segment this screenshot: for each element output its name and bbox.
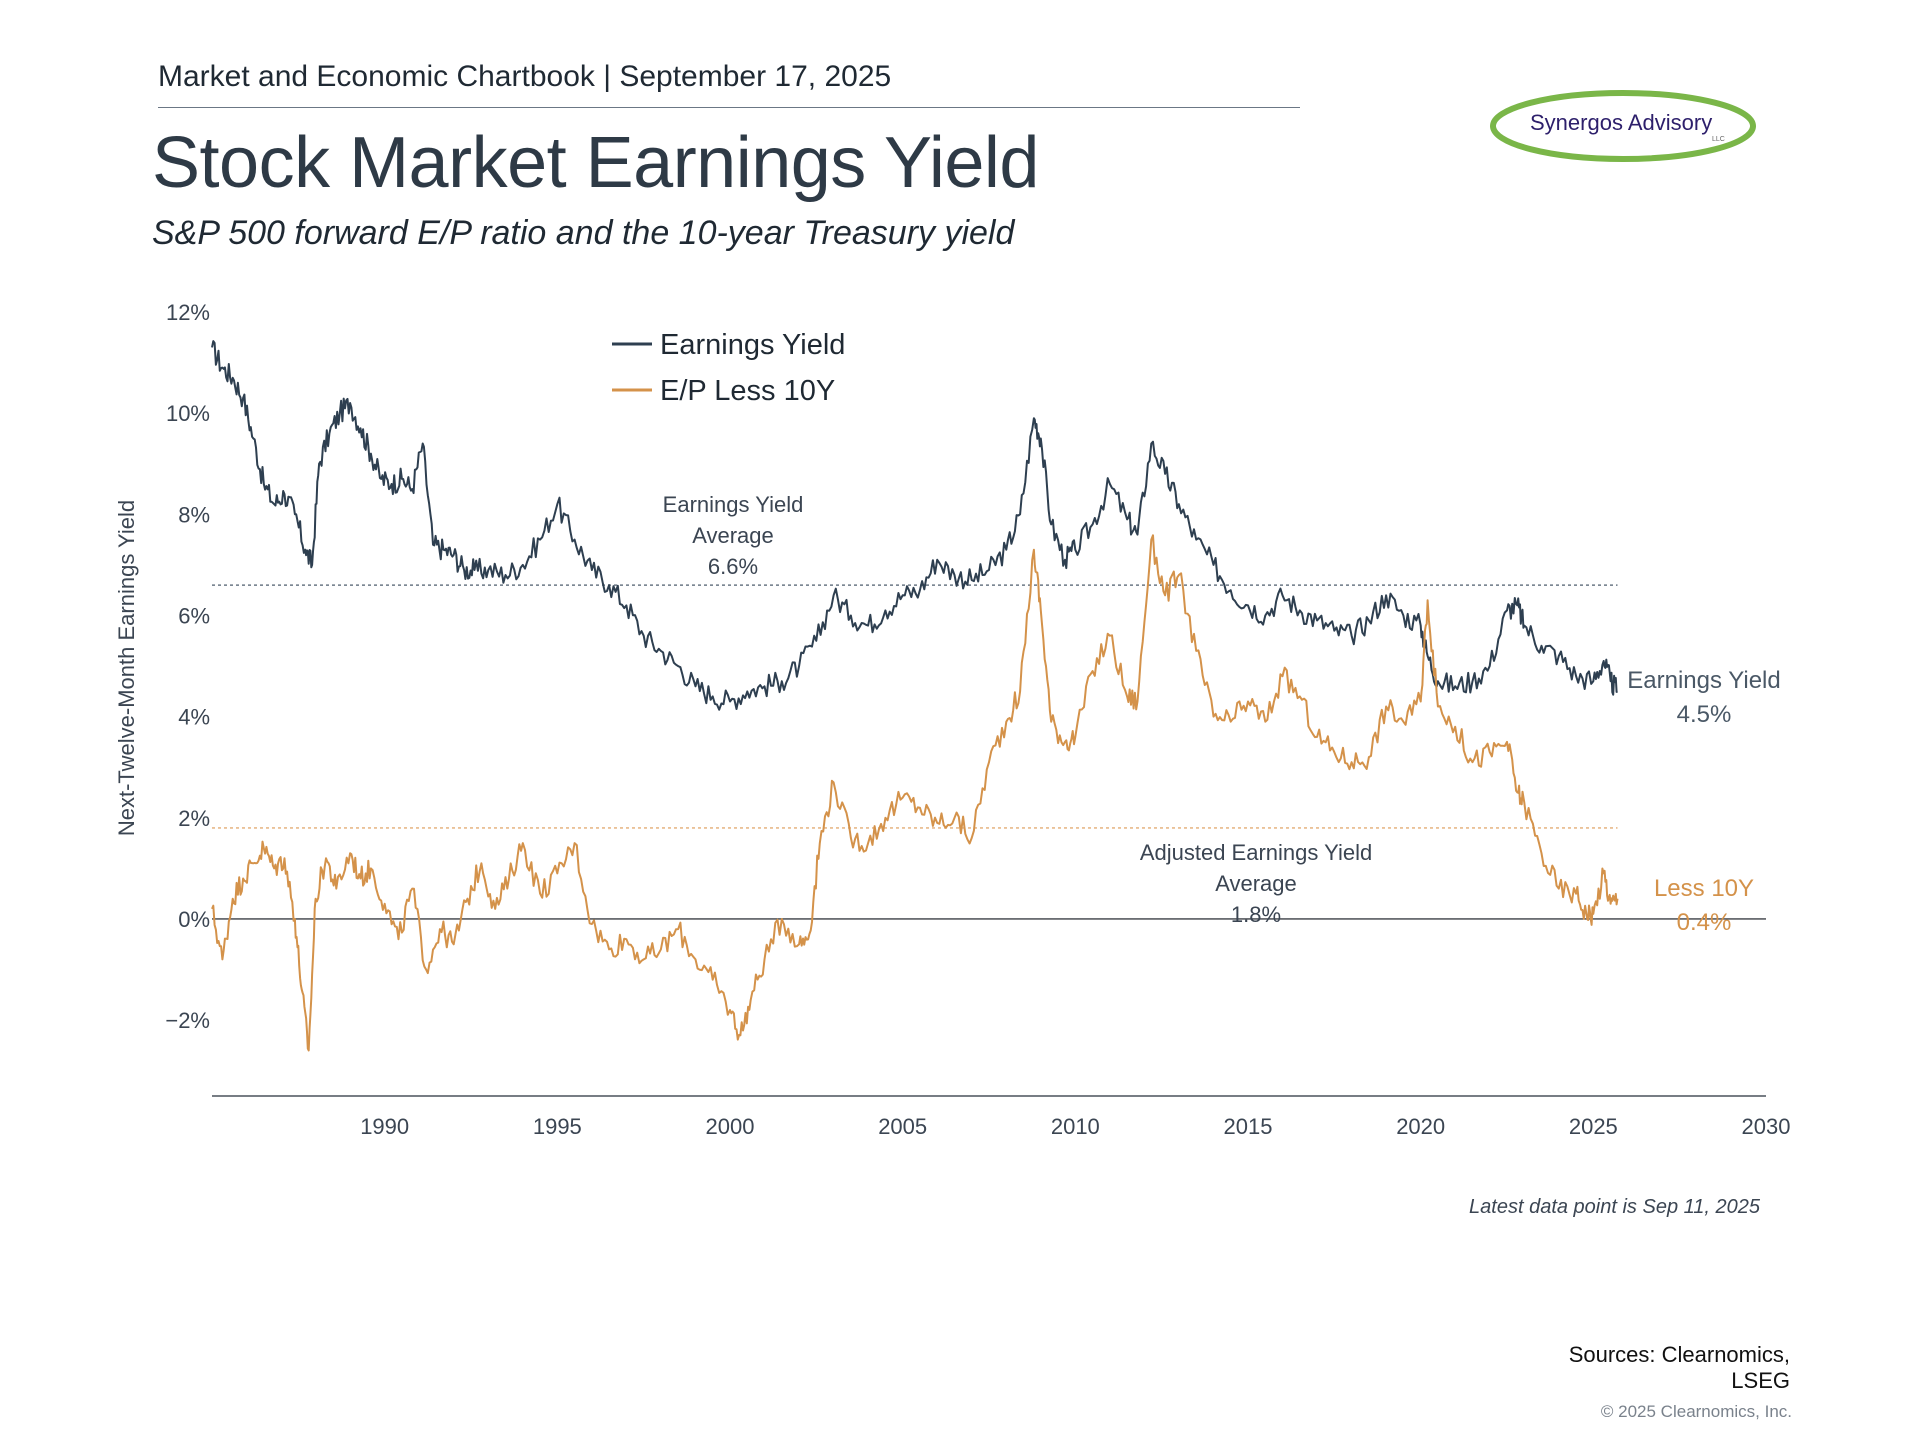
series-line-e-p-less-10y xyxy=(211,534,1619,1052)
sources-line-1: Sources: Clearnomics, xyxy=(1568,1342,1790,1367)
x-tick-label-1: 1995 xyxy=(533,1114,582,1139)
y-tick-label-6: 0% xyxy=(178,907,210,932)
y-tick-label-4: 4% xyxy=(178,705,210,730)
ey-average-label: Earnings Yield xyxy=(663,492,804,517)
x-tick-label-5: 2015 xyxy=(1224,1114,1273,1139)
synergos-logo-ring-icon xyxy=(1490,90,1756,162)
series-layer xyxy=(211,340,1619,1052)
copyright-text: © 2025 Clearnomics, Inc. xyxy=(1600,1402,1792,1421)
x-tick-label-2: 2000 xyxy=(706,1114,755,1139)
ey-end-label: Earnings Yield xyxy=(1627,667,1780,694)
less-end-value: 0.4% xyxy=(1677,909,1732,936)
y-tick-label-0: 12% xyxy=(166,300,210,325)
ey-end-value: 4.5% xyxy=(1677,701,1732,728)
sources-text: Sources: Clearnomics, LSEG xyxy=(1500,1342,1790,1394)
y-tick-label-5: 2% xyxy=(178,806,210,831)
y-tick-label-7: −2% xyxy=(165,1008,210,1033)
ey-average-value: 6.6% xyxy=(708,554,758,579)
x-tick-label-7: 2025 xyxy=(1569,1114,1618,1139)
x-tick-label-6: 2020 xyxy=(1396,1114,1445,1139)
y-tick-label-2: 8% xyxy=(178,502,210,527)
x-tick-label-0: 1990 xyxy=(360,1114,409,1139)
header-divider xyxy=(158,107,1300,108)
y-axis-label: Next-Twelve-Month Earnings Yield xyxy=(114,500,139,836)
chart-annotations: Earnings Yield Average 6.6% Adjusted Earnin… xyxy=(663,492,1781,936)
ey-average-sublabel: Average xyxy=(692,523,774,548)
sources-line-2: LSEG xyxy=(1731,1368,1790,1393)
logo-suffix: LLC xyxy=(1712,136,1725,143)
reference-lines xyxy=(212,584,1766,920)
page-title: Stock Market Earnings Yield xyxy=(152,123,1039,203)
x-tick-label-4: 2010 xyxy=(1051,1114,1100,1139)
axes-layer: 1990 1995 2000 2005 2010 2015 2020 2025 2030 12% 1… xyxy=(114,300,1790,1139)
y-tick-label-3: 6% xyxy=(178,603,210,628)
page-subtitle: S&P 500 forward E/P ratio and the 10-yea… xyxy=(152,214,1015,252)
series-line-earnings-yield xyxy=(211,340,1618,711)
x-tick-label-3: 2005 xyxy=(878,1114,927,1139)
less-end-label: Less 10Y xyxy=(1654,875,1754,902)
chart-legend: Earnings Yield E/P Less 10Y xyxy=(612,329,845,407)
legend-label-0: Earnings Yield xyxy=(660,329,845,361)
latest-data-note: Latest data point is Sep 11, 2025 xyxy=(1469,1196,1760,1218)
adj-average-value: 1.8% xyxy=(1231,902,1281,927)
y-tick-label-1: 10% xyxy=(166,401,210,426)
logo-name: Synergos Advisory xyxy=(1530,110,1713,135)
chartbook-kicker: Market and Economic Chartbook | Septembe… xyxy=(158,60,892,93)
legend-label-1: E/P Less 10Y xyxy=(660,375,835,407)
adj-average-sublabel: Average xyxy=(1215,871,1297,896)
adj-average-label: Adjusted Earnings Yield xyxy=(1140,840,1372,865)
x-tick-label-8: 2030 xyxy=(1742,1114,1791,1139)
